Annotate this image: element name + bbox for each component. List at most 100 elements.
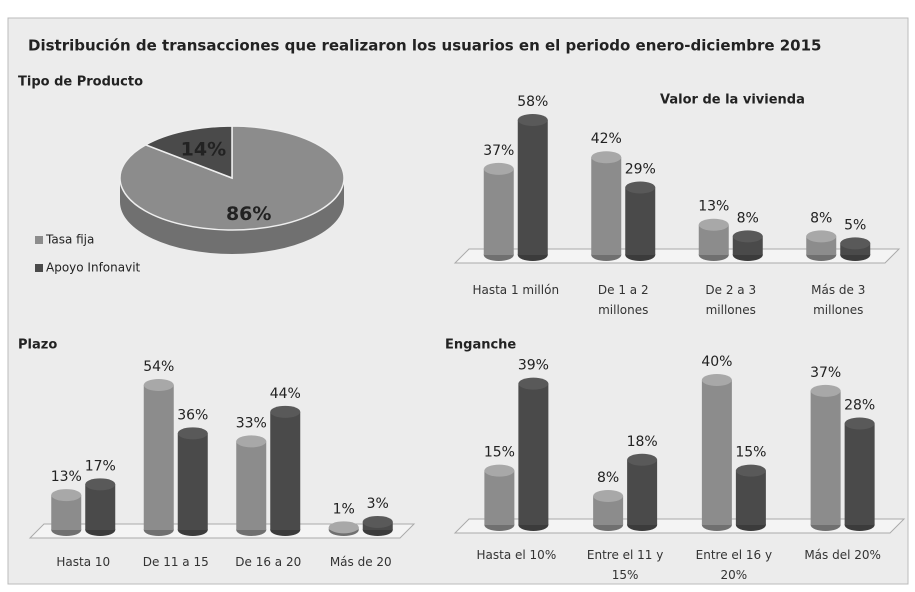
bar-body: [85, 484, 116, 530]
bar: [593, 490, 624, 531]
bar: [85, 478, 116, 536]
bar-body: [484, 470, 515, 525]
bar-top: [236, 435, 267, 448]
x-tick-label: De 11 a 15: [142, 555, 209, 569]
bar-top: [270, 405, 301, 418]
value-label: 8%: [597, 470, 619, 486]
value-label: 37%: [810, 365, 841, 381]
value-label: 5%: [844, 217, 866, 233]
bar: [844, 417, 875, 531]
bar-top: [517, 114, 548, 126]
bar: [177, 427, 208, 536]
value-label: 54%: [143, 359, 174, 375]
value-label: 13%: [698, 199, 729, 215]
bar: [591, 151, 622, 261]
value-label: 17%: [85, 458, 116, 474]
bar: [518, 377, 549, 531]
bar-top: [698, 218, 729, 231]
legend-label: Apoyo Infonavit: [46, 261, 141, 275]
bar: [362, 515, 393, 536]
value-label: 18%: [627, 434, 658, 450]
value-label: 28%: [844, 398, 875, 414]
value-label: 58%: [517, 94, 548, 110]
bar: [270, 405, 301, 536]
bar-body: [518, 383, 549, 525]
x-tick-label: Hasta el 10%: [476, 548, 557, 562]
bar-top: [625, 181, 656, 194]
x-tick-label: Entre el 16 y 20%: [695, 548, 773, 582]
pie-side: [120, 178, 344, 254]
bar-top: [806, 230, 837, 243]
bar-top: [593, 490, 624, 502]
bar: [810, 384, 841, 531]
bar-top: [51, 489, 82, 502]
bar-top: [177, 427, 208, 440]
bar: [517, 114, 548, 261]
bar-top: [362, 515, 393, 528]
bar-body: [625, 187, 656, 255]
legend-label: Tasa fija: [45, 233, 94, 247]
bar: [701, 374, 732, 531]
value-label: 37%: [483, 143, 514, 159]
bar-body: [143, 385, 174, 530]
value-label: 29%: [625, 162, 656, 178]
x-tick-label: Más de 3 millones: [811, 283, 866, 317]
bar-body: [270, 411, 301, 530]
bar: [806, 230, 837, 261]
bar-top: [483, 162, 514, 175]
bar-top: [810, 384, 841, 397]
bar: [484, 464, 515, 531]
x-tick-label: Hasta 10: [56, 555, 111, 569]
bar-body: [236, 441, 267, 530]
bar: [51, 489, 82, 536]
floor: [28, 523, 416, 539]
bar-body: [810, 390, 841, 525]
bar-body: [735, 470, 766, 525]
value-label: 1%: [333, 501, 355, 517]
bar: [698, 218, 729, 261]
value-label: 40%: [701, 354, 732, 370]
value-label: 15%: [484, 445, 515, 461]
bar-top: [518, 377, 549, 390]
slice-label: 14%: [181, 138, 226, 160]
bar-top: [328, 521, 359, 534]
bar: [143, 379, 174, 536]
chart-title: Valor de la vivienda: [660, 93, 805, 108]
value-label: 13%: [51, 469, 82, 485]
bar: [625, 181, 656, 261]
value-label: 42%: [591, 131, 622, 147]
bar-top: [143, 379, 174, 391]
bar-top: [85, 478, 116, 491]
bar-body: [177, 433, 208, 530]
bar-top: [701, 374, 732, 386]
bar: [735, 464, 766, 531]
legend-swatch: [35, 236, 43, 244]
bar: [840, 237, 871, 261]
bar-top: [591, 151, 622, 164]
x-tick-label: Más de 20: [329, 555, 392, 569]
bar-top: [840, 237, 871, 250]
bar-body: [627, 459, 658, 525]
bar-top: [844, 417, 875, 430]
bar: [236, 435, 267, 536]
value-label: 39%: [518, 358, 549, 374]
bar-top: [735, 464, 766, 477]
x-tick-label: Hasta 1 millón: [472, 283, 560, 297]
bar: [483, 162, 514, 261]
value-label: 36%: [177, 407, 208, 423]
chart-title: Enganche: [445, 338, 516, 353]
bar: [328, 521, 359, 536]
bar-body: [844, 423, 875, 525]
pie-slice: [143, 125, 233, 180]
value-label: 3%: [367, 496, 389, 512]
x-tick-label: De 1 a 2 millones: [597, 283, 649, 317]
x-tick-label: Más del 20%: [804, 548, 881, 562]
value-label: 44%: [270, 386, 301, 402]
value-label: 15%: [735, 445, 766, 461]
value-label: 33%: [236, 415, 267, 431]
bar-body: [517, 120, 548, 255]
bar: [732, 230, 763, 261]
bar-top: [732, 230, 763, 243]
